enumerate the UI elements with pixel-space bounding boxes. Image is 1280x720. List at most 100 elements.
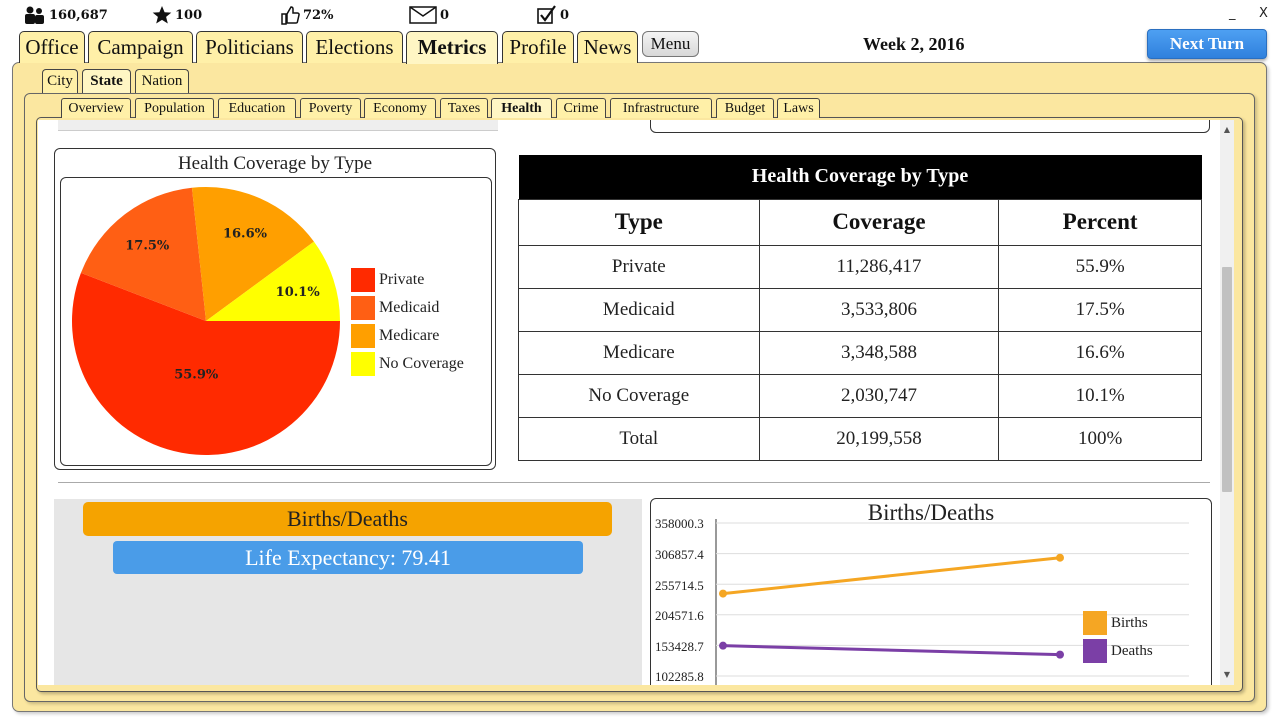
legend-item-medicaid: Medicaid: [351, 294, 464, 322]
y-tick-label: 358000.3: [655, 516, 704, 531]
cell-coverage: 2,030,747: [758, 373, 1000, 418]
scroll-up-icon[interactable]: ▲: [1223, 125, 1231, 134]
tab-economy[interactable]: Economy: [364, 98, 436, 118]
tab-city[interactable]: City: [42, 69, 78, 93]
legend-swatch-births: [1083, 611, 1107, 635]
y-tick-label: 306857.4: [655, 547, 704, 562]
week-label: Week 2, 2016: [863, 34, 965, 54]
tab-population[interactable]: Population: [135, 98, 214, 118]
tab-health[interactable]: Health: [491, 98, 552, 118]
scroll-thumb[interactable]: [1222, 267, 1232, 492]
approval-stat: 72%: [280, 5, 333, 25]
tab-education[interactable]: Education: [218, 98, 296, 118]
tab-news[interactable]: News: [577, 31, 638, 63]
cell-type: No Coverage: [518, 373, 760, 418]
table-row: Private 11,286,417 55.9%: [518, 244, 1202, 289]
births-deaths-chart-card: Births/Deaths 358000.3 306857.4 255714.5…: [650, 498, 1212, 685]
cell-percent: 17.5%: [998, 287, 1202, 332]
y-tick-label: 153428.7: [655, 639, 704, 654]
legend-swatch-medicaid: [351, 296, 375, 320]
pie-slice-medicare: [191, 187, 314, 321]
next-turn-button[interactable]: Next Turn: [1147, 29, 1267, 59]
pie-chart-title: Health Coverage by Type: [177, 153, 373, 174]
pie-slice-label-medicare: 16.6%: [223, 227, 268, 242]
pie-slice-label-medicaid: 17.5%: [125, 238, 170, 253]
cell-type: Medicaid: [518, 287, 760, 332]
previous-card-left: [58, 120, 498, 131]
cell-percent: 16.6%: [998, 330, 1202, 375]
tasks-stat[interactable]: 0: [537, 5, 569, 25]
pie-slice-private: [71, 272, 340, 456]
cell-coverage: 3,533,806: [758, 287, 1000, 332]
table-row: Medicaid 3,533,806 17.5%: [518, 287, 1202, 332]
stars-value: 100: [175, 7, 203, 23]
tab-office[interactable]: Office: [19, 31, 85, 63]
pie-legend: Private Medicaid Medicare No Coverage: [351, 266, 464, 378]
tab-overview[interactable]: Overview: [61, 98, 131, 118]
cell-percent: 10.1%: [998, 373, 1202, 418]
messages-value: 0: [440, 7, 450, 23]
cell-type: Total: [518, 416, 760, 461]
y-tick-label: 204571.6: [655, 608, 704, 623]
tab-nation[interactable]: Nation: [135, 69, 189, 93]
pie-slice-label-private: 55.9%: [174, 368, 219, 383]
close-button[interactable]: X: [1259, 6, 1268, 21]
health-pie-card: Health Coverage by Type 55.9% 17.5% 16.6% 1…: [54, 148, 496, 470]
tab-infrastructure[interactable]: Infrastructure: [610, 98, 712, 118]
tab-metrics[interactable]: Metrics: [406, 31, 498, 64]
tasks-value: 0: [560, 7, 570, 23]
legend-label-no-coverage: No Coverage: [379, 355, 464, 372]
series-line-births: [722, 556, 1061, 596]
cell-percent: 100%: [998, 416, 1202, 461]
tab-politicians[interactable]: Politicians: [196, 31, 303, 63]
header-percent: Percent: [998, 198, 1202, 246]
header-type: Type: [518, 198, 760, 246]
population-value: 160,687: [49, 7, 108, 23]
legend-label-births: Births: [1111, 614, 1148, 631]
legend-label-medicaid: Medicaid: [379, 299, 440, 316]
legend-swatch-no-coverage: [351, 352, 375, 376]
legend-label-medicare: Medicare: [379, 327, 440, 344]
pie-slice-label-no-coverage: 10.1%: [276, 285, 321, 300]
coverage-table: Health Coverage by Type Type Coverage Pe…: [518, 155, 1202, 461]
cell-coverage: 3,348,588: [758, 330, 1000, 375]
tab-poverty[interactable]: Poverty: [300, 98, 361, 118]
tab-budget[interactable]: Budget: [716, 98, 774, 118]
messages-stat[interactable]: 0: [409, 5, 449, 25]
tab-campaign[interactable]: Campaign: [88, 31, 193, 63]
legend-swatch-medicare: [351, 324, 375, 348]
tab-laws[interactable]: Laws: [777, 98, 820, 118]
legend-label-deaths: Deaths: [1111, 642, 1153, 659]
legend-item-deaths: Deaths: [1083, 637, 1153, 665]
births-deaths-panel: Births/Deaths Life Expectancy: 79.41: [54, 499, 642, 685]
thumbs-up-icon: [281, 6, 300, 25]
pie-chart: 55.9% 17.5% 16.6% 10.1%: [71, 187, 340, 456]
scroll-down-icon[interactable]: ▼: [1223, 670, 1231, 679]
approval-value: 72%: [303, 7, 334, 23]
series-line-deaths: [722, 644, 1061, 657]
menu-button[interactable]: Menu: [642, 31, 699, 57]
tab-elections[interactable]: Elections: [306, 31, 403, 63]
tab-state[interactable]: State: [82, 69, 131, 93]
line-legend: Births Deaths: [1083, 609, 1153, 665]
coverage-table-wrap: Health Coverage by Type Type Coverage Pe…: [518, 155, 1202, 461]
tab-profile[interactable]: Profile: [502, 31, 574, 63]
legend-label-private: Private: [379, 271, 425, 288]
content-scrollbar[interactable]: ▲ ▼: [1220, 120, 1234, 685]
population-stat: 160,687: [24, 5, 108, 25]
cell-coverage: 11,286,417: [758, 244, 1000, 289]
tab-crime[interactable]: Crime: [556, 98, 606, 118]
data-point-deaths: [1056, 650, 1064, 659]
data-point-deaths: [719, 641, 727, 650]
table-row: No Coverage 2,030,747 10.1%: [518, 373, 1202, 418]
pie-slice-medicaid: [80, 187, 206, 321]
star-icon: [152, 6, 172, 24]
y-tick-label: 255714.5: [655, 578, 704, 593]
table-row: Medicare 3,348,588 16.6%: [518, 330, 1202, 375]
tab-taxes[interactable]: Taxes: [440, 98, 488, 118]
legend-swatch-private: [351, 268, 375, 292]
table-caption: Health Coverage by Type: [518, 155, 1202, 199]
life-expectancy-badge: Life Expectancy: 79.41: [113, 541, 583, 574]
minimize-button[interactable]: _: [1229, 6, 1236, 21]
data-point-births: [1056, 553, 1064, 562]
